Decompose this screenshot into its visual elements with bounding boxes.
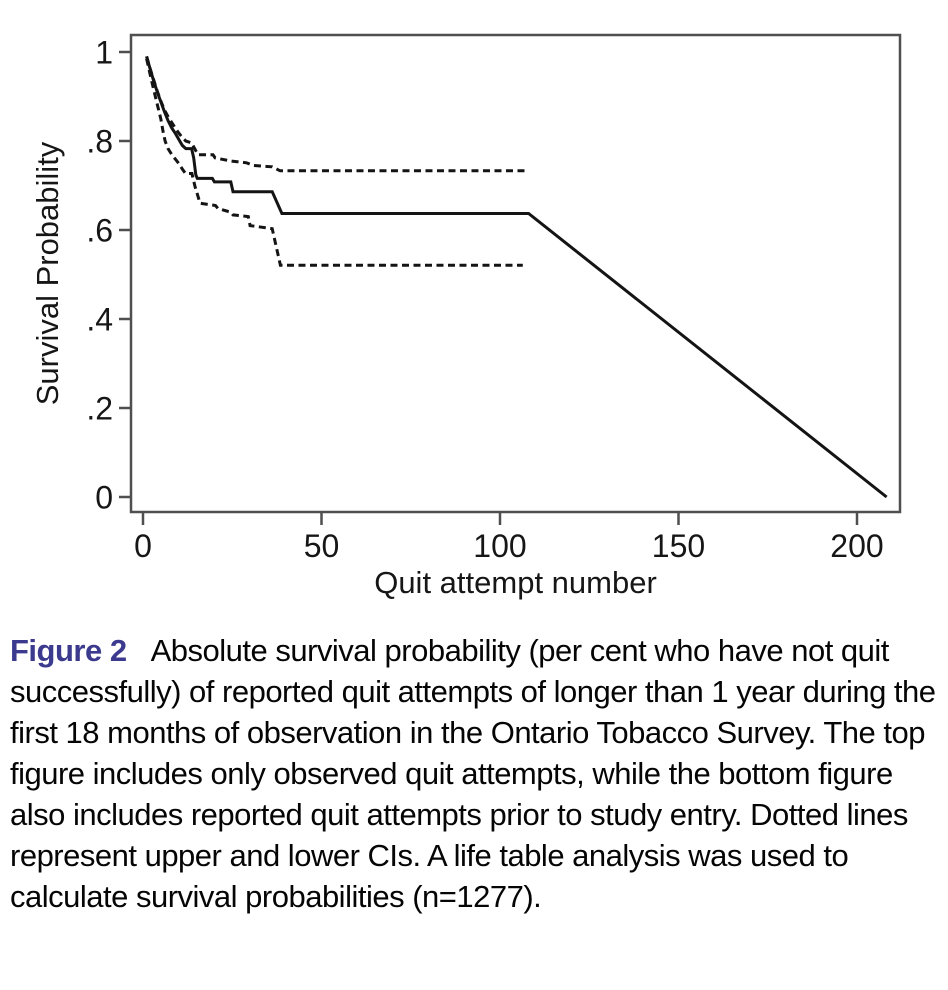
y-axis-tick-label: 1 [95, 35, 113, 71]
y-axis-tick-label: .6 [86, 213, 113, 249]
x-axis-tick-label: 100 [473, 528, 526, 564]
x-axis-tick-label: 0 [134, 528, 152, 564]
y-axis-tick-label: .2 [86, 391, 113, 427]
series-survival-estimate-line [145, 55, 888, 499]
y-axis-tick-label: 0 [95, 480, 113, 516]
plot-frame [129, 33, 902, 514]
survival-chart-canvas: 0 .2 .4 .6 .8 1 0 50 100 150 200 Quit attempt numbe… [30, 33, 902, 600]
y-axis-tick-label: .8 [86, 124, 113, 160]
survival-chart: 0 .2 .4 .6 .8 1 0 50 100 150 200 Quit attempt numbe… [30, 33, 902, 600]
x-axis-tick-label: 50 [304, 528, 340, 564]
x-axis-tick-label: 200 [830, 528, 883, 564]
figure-caption: Figure 2 Absolute survival probability (p… [10, 630, 936, 917]
figure-caption-label: Figure 2 [10, 633, 127, 668]
x-axis-label: Quit attempt number [374, 565, 657, 600]
figure-caption-text: Absolute survival probability (per cent … [10, 633, 936, 914]
y-axis-tick-label: .4 [86, 302, 113, 338]
y-axis-label: Survival Probability [30, 141, 65, 405]
series-upper-ci-line [145, 55, 527, 173]
series-lower-ci-line [145, 58, 523, 267]
x-axis-tick-label: 150 [652, 528, 705, 564]
